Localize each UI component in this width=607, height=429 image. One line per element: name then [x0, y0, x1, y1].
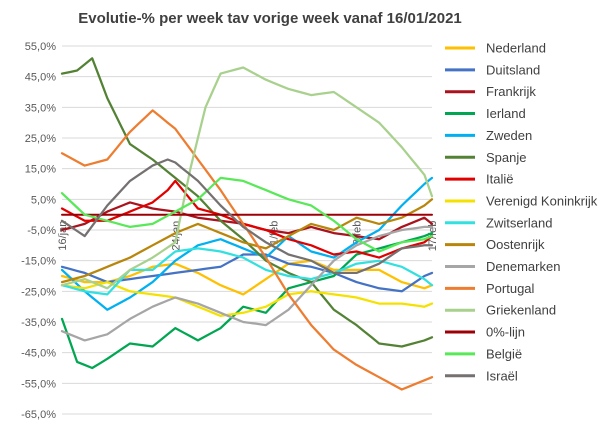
y-tick-label: 5,0% — [31, 194, 56, 206]
gridlines — [62, 45, 432, 415]
chart-title: Evolutie-% per week tav vorige week vana… — [78, 10, 462, 27]
series-line — [60, 66, 434, 290]
legend-label: 0%-lijn — [486, 325, 525, 340]
series-line — [60, 225, 434, 342]
y-tick-label: 35,0% — [25, 102, 56, 114]
series-line — [60, 198, 434, 284]
series-line — [60, 247, 434, 296]
legend-label: Oostenrijk — [486, 237, 545, 252]
legend-label: Zwitserland — [486, 215, 552, 230]
series-line — [60, 158, 434, 275]
series-line — [60, 176, 434, 253]
legend-label: België — [486, 346, 522, 361]
y-tick-label: 25,0% — [25, 133, 56, 145]
legend-label: Verenigd Koninkrijk — [486, 193, 598, 208]
y-tick-label: -25,0% — [21, 286, 56, 298]
legend-label: Italië — [486, 172, 513, 187]
legend-label: Zweden — [486, 128, 532, 143]
legend: Nederland Duitsland Frankrijk Ierland Zweden… — [445, 41, 598, 383]
series-line — [60, 176, 434, 311]
series-line — [60, 231, 434, 370]
y-tick-label: -45,0% — [21, 348, 56, 360]
y-tick-label: -15,0% — [21, 256, 56, 268]
series-line — [60, 179, 434, 259]
y-tick-label: -55,0% — [21, 378, 56, 390]
legend-label: Griekenland — [486, 303, 556, 318]
legend-label: Frankrijk — [486, 84, 536, 99]
legend-label: Denemarken — [486, 259, 560, 274]
y-axis: 55,0% 45,0% 35,0% 25,0% 15,0% 5,0% -5,0% -15,0%… — [21, 41, 56, 421]
series-line — [60, 280, 434, 318]
legend-label: Spanje — [486, 150, 526, 165]
y-tick-label: 55,0% — [25, 41, 56, 53]
legend-label: Ierland — [486, 106, 526, 121]
series-line — [60, 253, 434, 293]
y-tick-label: 45,0% — [25, 72, 56, 84]
series-lines — [60, 57, 434, 391]
legend-label: Nederland — [486, 41, 546, 56]
series-line — [60, 201, 434, 241]
y-tick-label: -65,0% — [21, 409, 56, 421]
y-tick-label: -5,0% — [27, 225, 56, 237]
legend-label: Israël — [486, 368, 518, 383]
y-tick-label: -35,0% — [21, 317, 56, 329]
y-tick-label: 15,0% — [25, 164, 56, 176]
legend-label: Portugal — [486, 281, 535, 296]
legend-label: Duitsland — [486, 62, 540, 77]
